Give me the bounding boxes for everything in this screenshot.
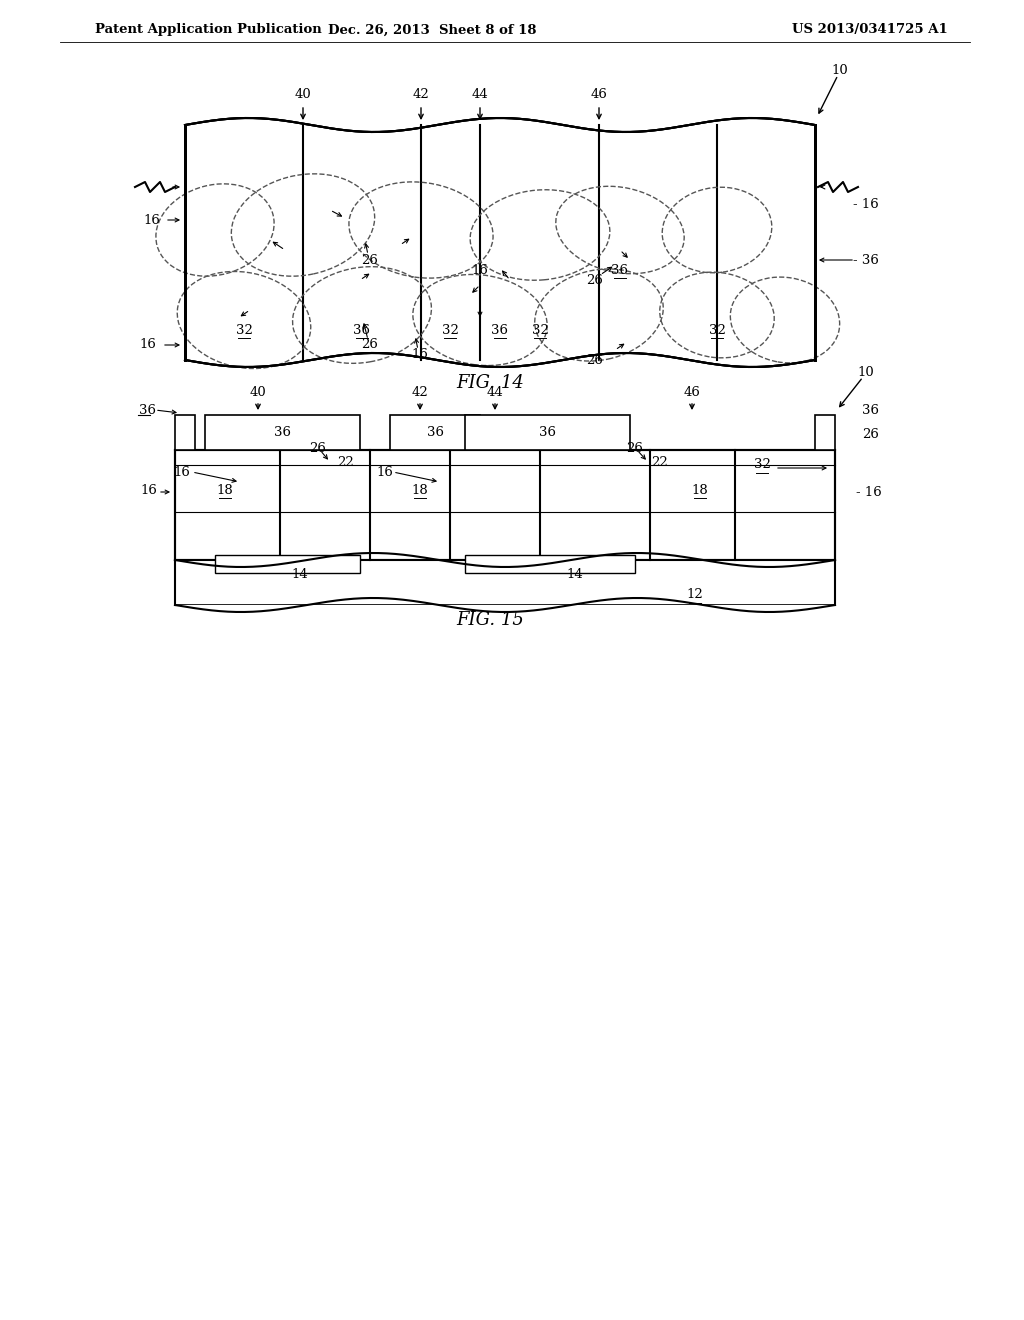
Text: 36: 36	[427, 426, 443, 440]
Text: 26: 26	[309, 441, 327, 454]
Text: 12: 12	[687, 589, 703, 602]
Text: 16: 16	[472, 264, 488, 276]
Text: 22: 22	[651, 455, 669, 469]
Text: 18: 18	[691, 483, 709, 496]
Text: - 16: - 16	[853, 198, 879, 211]
Text: FIG. 15: FIG. 15	[456, 611, 524, 630]
Bar	[175, 414, 195, 450]
Bar	[175, 560, 835, 576]
Text: 26: 26	[627, 441, 643, 454]
Text: 32: 32	[754, 458, 770, 471]
Text: 16: 16	[412, 348, 428, 362]
Text: - 36: - 36	[853, 253, 879, 267]
Text: 40: 40	[250, 387, 266, 400]
Text: 36: 36	[862, 404, 879, 417]
Text: 14: 14	[566, 569, 584, 582]
Text: 10: 10	[858, 367, 874, 380]
Text: 18: 18	[217, 483, 233, 496]
Bar	[815, 414, 835, 450]
Text: 16: 16	[143, 214, 161, 227]
Text: 40: 40	[295, 88, 311, 102]
Text: 32: 32	[709, 323, 725, 337]
Text: 46: 46	[684, 387, 700, 400]
Text: 42: 42	[412, 387, 428, 400]
Bar	[175, 605, 835, 612]
Text: 26: 26	[361, 253, 379, 267]
Text: US 2013/0341725 A1: US 2013/0341725 A1	[793, 24, 948, 37]
Text: 32: 32	[441, 323, 459, 337]
Text: 36: 36	[353, 323, 371, 337]
FancyBboxPatch shape	[175, 450, 835, 560]
Bar	[465, 554, 635, 573]
Bar	[175, 560, 835, 605]
Text: 16: 16	[140, 483, 157, 496]
Text: 36: 36	[492, 323, 509, 337]
Text: 26: 26	[862, 429, 879, 441]
Text: 32: 32	[531, 323, 549, 337]
Text: 36: 36	[539, 426, 556, 440]
Bar	[185, 125, 815, 360]
Text: 46: 46	[591, 88, 607, 102]
Text: 36: 36	[139, 404, 157, 417]
Text: 26: 26	[361, 338, 379, 351]
Bar	[390, 414, 480, 450]
Text: 14: 14	[292, 569, 308, 582]
Text: 44: 44	[486, 387, 504, 400]
Text: 26: 26	[587, 354, 603, 367]
Bar	[215, 554, 360, 573]
Text: 22: 22	[337, 455, 353, 469]
Bar	[205, 414, 360, 450]
Text: Dec. 26, 2013  Sheet 8 of 18: Dec. 26, 2013 Sheet 8 of 18	[328, 24, 537, 37]
Text: 44: 44	[472, 88, 488, 102]
Text: 10: 10	[831, 63, 848, 77]
Text: 36: 36	[611, 264, 629, 276]
Text: 26: 26	[587, 273, 603, 286]
Text: 36: 36	[274, 426, 291, 440]
Bar	[465, 414, 630, 450]
Text: 32: 32	[236, 323, 253, 337]
Text: 16: 16	[139, 338, 157, 351]
Text: FIG. 14: FIG. 14	[456, 374, 524, 392]
Text: 42: 42	[413, 88, 429, 102]
Text: 18: 18	[412, 483, 428, 496]
Text: - 16: - 16	[856, 486, 882, 499]
Text: 16: 16	[173, 466, 190, 479]
Text: 16: 16	[377, 466, 393, 479]
Text: Patent Application Publication: Patent Application Publication	[95, 24, 322, 37]
